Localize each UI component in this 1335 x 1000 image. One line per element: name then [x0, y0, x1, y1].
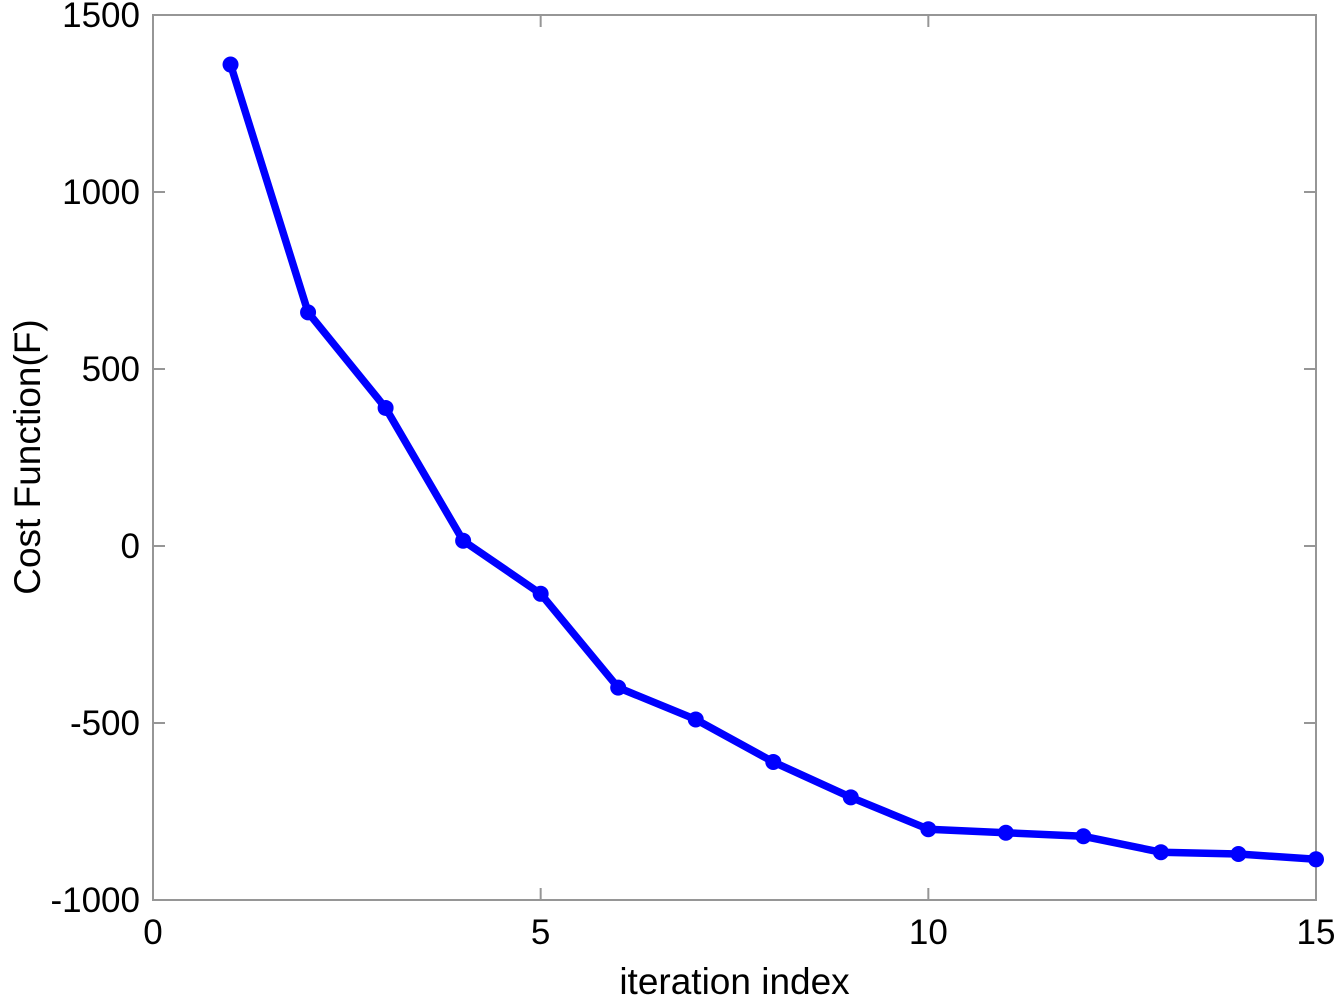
data-point-marker	[300, 304, 317, 321]
x-tick-label: 15	[1297, 913, 1335, 952]
data-point-marker	[222, 56, 239, 73]
data-point-marker	[610, 679, 627, 696]
x-tick-label: 10	[909, 913, 948, 952]
data-point-marker	[1230, 845, 1247, 862]
data-point-marker	[532, 585, 549, 602]
x-tick-label: 5	[531, 913, 550, 952]
y-axis-label: Cost Function(F)	[7, 319, 48, 595]
data-point-marker	[687, 711, 704, 728]
y-tick-label: -1000	[50, 881, 140, 920]
data-point-marker	[997, 824, 1014, 841]
plot-box	[152, 14, 1317, 901]
data-point-marker	[455, 532, 472, 549]
y-tick-label: -500	[70, 704, 140, 743]
y-tick-label: 1500	[62, 0, 140, 35]
data-point-marker	[1308, 851, 1324, 868]
x-tick-label: 0	[143, 913, 162, 952]
y-tick-label: 0	[121, 527, 140, 566]
data-point-marker	[920, 821, 937, 838]
data-point-marker	[377, 399, 394, 416]
data-point-marker	[1075, 828, 1092, 845]
data-point-marker	[1152, 844, 1169, 861]
data-point-marker	[842, 789, 859, 806]
x-axis-label: iteration index	[619, 961, 850, 1000]
y-tick-label: 500	[82, 350, 140, 389]
y-tick-label: 1000	[62, 173, 140, 212]
data-point-marker	[765, 753, 782, 770]
